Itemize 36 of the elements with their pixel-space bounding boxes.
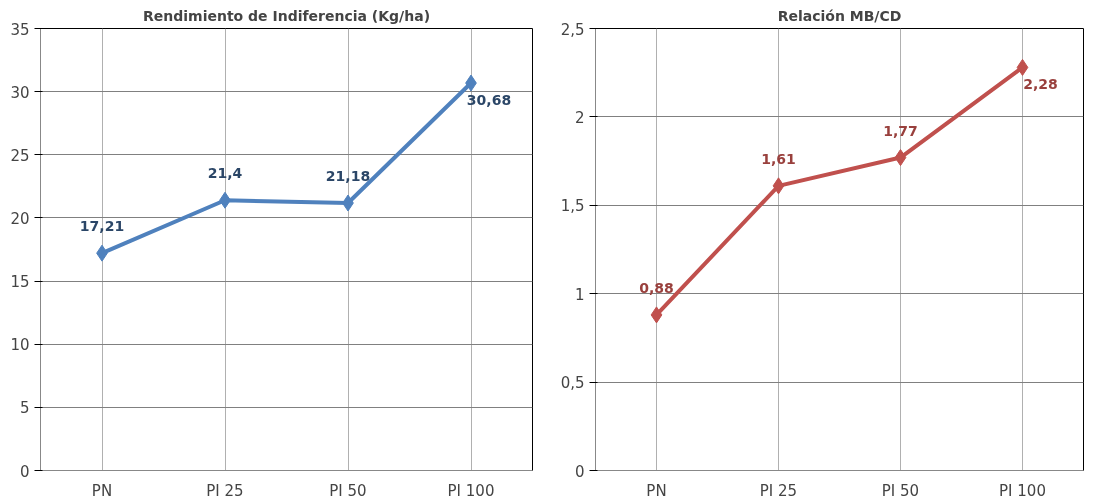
x-tick-label: PN xyxy=(91,481,113,500)
data-label: 21,18 xyxy=(325,168,371,185)
y-tick-label: 10 xyxy=(10,336,30,355)
y-tick-label: 0 xyxy=(19,462,30,481)
chart-title: Relación MB/CD xyxy=(777,7,902,24)
y-tick-label: 30 xyxy=(10,83,30,102)
y-tick-label: 2 xyxy=(574,108,585,127)
y-tick-label: 25 xyxy=(10,146,30,165)
x-tick-label: PI 50 xyxy=(881,481,920,500)
x-tick-label: PI 50 xyxy=(329,481,367,500)
x-tick-label: PN xyxy=(646,481,667,500)
x-tick-label: PI 100 xyxy=(999,481,1046,500)
x-tick-label: PI 25 xyxy=(759,481,798,500)
y-tick-label: 0,5 xyxy=(560,374,585,393)
data-label: 17,21 xyxy=(79,218,125,235)
y-tick-label: 15 xyxy=(10,273,30,292)
data-label: 1,77 xyxy=(883,122,918,139)
data-label: 30,68 xyxy=(466,92,512,109)
x-tick-label: PI 100 xyxy=(447,481,495,500)
y-tick-label: 5 xyxy=(19,399,30,418)
y-tick-label: 0 xyxy=(574,462,585,481)
data-label: 21,4 xyxy=(207,165,243,182)
y-tick-label: 1,5 xyxy=(560,197,585,216)
point xyxy=(894,149,907,167)
y-tick-label: 1 xyxy=(574,285,585,304)
point xyxy=(772,177,785,195)
data-label: 0,88 xyxy=(639,279,674,296)
y-tick-label: 20 xyxy=(10,209,30,228)
data-label: 2,28 xyxy=(1023,76,1058,93)
y-tick-label: 2,5 xyxy=(560,20,585,39)
x-tick-label: PI 25 xyxy=(206,481,244,500)
point xyxy=(1016,58,1029,76)
point xyxy=(650,306,663,324)
y-tick-label: 35 xyxy=(10,20,30,39)
chart-title: Rendimiento de Indiferencia (Kg/ha) xyxy=(142,7,431,24)
data-label: 1,61 xyxy=(761,150,796,167)
